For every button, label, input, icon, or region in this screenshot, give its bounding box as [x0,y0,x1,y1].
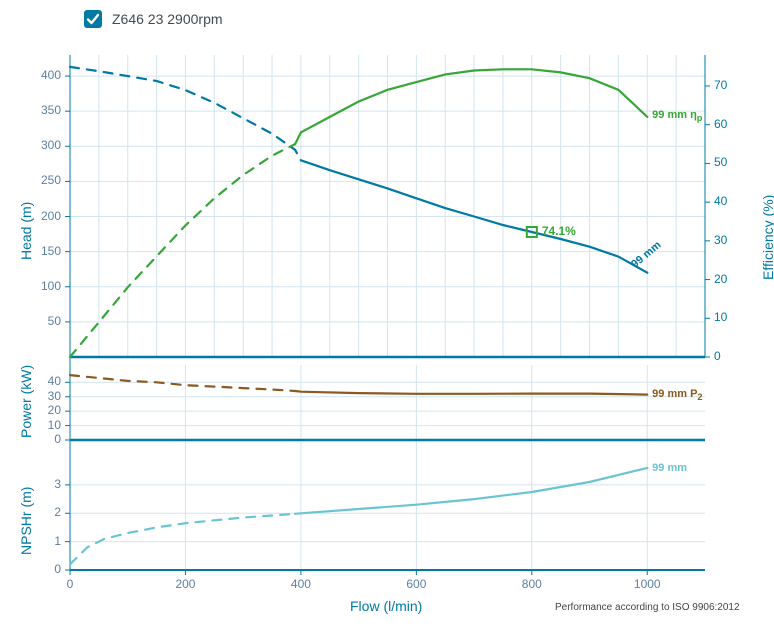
tick-label: 200 [175,578,195,590]
tick-label: 250 [41,174,61,186]
y-axis-eff-label: Efficiency (%) [760,195,774,280]
tick-label: 30 [48,390,61,402]
tick-label: 800 [522,578,542,590]
tick-label: 20 [714,273,727,285]
tick-label: 0 [67,578,74,590]
tick-label: 60 [714,118,727,130]
tick-label: 0 [54,433,61,445]
tick-label: 2 [54,506,61,518]
tick-label: 50 [714,156,727,168]
series-label: 99 mm ηp [652,109,702,123]
series-label: 99 mm [652,462,687,474]
tick-label: 200 [41,210,61,222]
footnote: Performance according to ISO 9906:2012 [555,602,740,613]
x-axis-label: Flow (l/min) [350,598,422,614]
duty-point-label: 74.1% [542,224,576,238]
tick-label: 30 [714,234,727,246]
tick-label: 150 [41,245,61,257]
tick-label: 400 [41,69,61,81]
tick-label: 1000 [634,578,661,590]
tick-label: 0 [714,350,721,362]
tick-label: 100 [41,280,61,292]
tick-label: 350 [41,104,61,116]
tick-label: 40 [714,195,727,207]
tick-label: 10 [48,419,61,431]
y-axis-npsh-label: NPSHr (m) [18,487,34,555]
series-label: 99 mm P2 [652,388,702,402]
pump-curves-plot [0,0,774,641]
tick-label: 50 [48,315,61,327]
tick-label: 20 [48,404,61,416]
tick-label: 70 [714,79,727,91]
y-axis-power-label: Power (kW) [18,365,34,438]
tick-label: 300 [41,139,61,151]
tick-label: 400 [291,578,311,590]
y-axis-head-label: Head (m) [18,202,34,260]
tick-label: 10 [714,311,727,323]
tick-label: 40 [48,375,61,387]
tick-label: 3 [54,478,61,490]
tick-label: 0 [54,563,61,575]
tick-label: 1 [54,535,61,547]
tick-label: 600 [406,578,426,590]
